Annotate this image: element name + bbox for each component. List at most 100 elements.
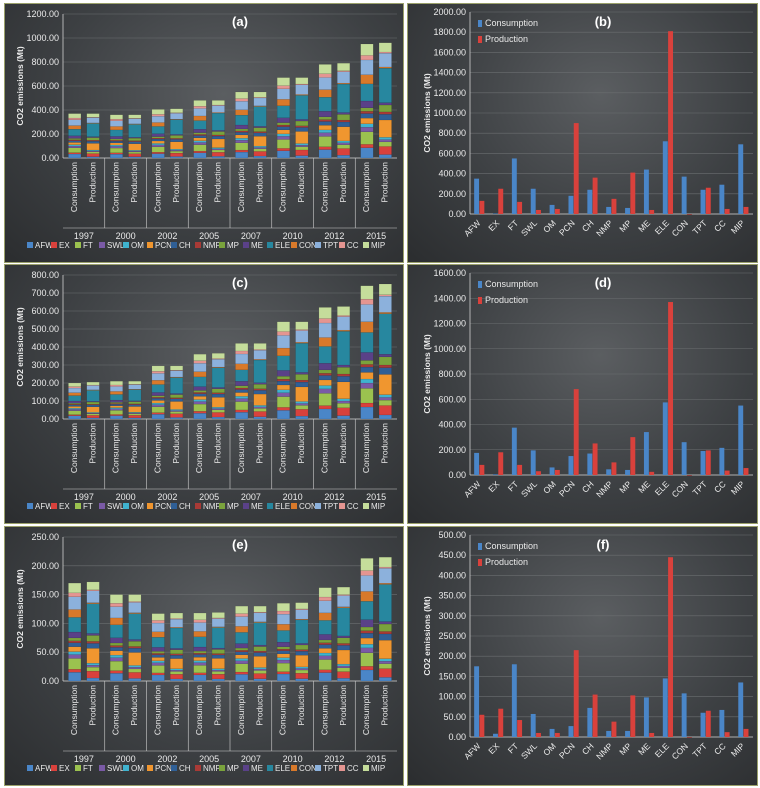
bar-segment-con [360, 591, 374, 602]
bar-segment-mip [170, 365, 183, 371]
year-label: 2015 [366, 492, 386, 502]
bar-segment-om [211, 147, 225, 149]
bar-segment-ex [360, 666, 374, 671]
bar-segment-me [193, 129, 207, 133]
bar-segment-mp [318, 639, 332, 643]
bar-segment-afw [360, 669, 374, 682]
legend-swatch-cc [339, 765, 345, 771]
bar-label: Production [87, 162, 97, 203]
bar-consumption [587, 707, 593, 737]
bar-segment-ele [318, 620, 332, 635]
y-tick-label: 250.00 [31, 532, 59, 542]
bar-segment-om [110, 144, 123, 147]
bar-label: Consumption [111, 685, 121, 735]
bar-production [705, 187, 711, 214]
y-tick-label: 0.00 [448, 732, 466, 742]
bar-segment-ch [170, 139, 183, 142]
y-tick-label: 50.00 [36, 647, 59, 657]
bar-segment-ele [151, 637, 165, 648]
bar-segment-ft [235, 663, 249, 673]
legend-swatch-mp [219, 765, 225, 771]
year-label: 2002 [157, 754, 177, 764]
bar-segment-swl [337, 665, 350, 669]
bar-segment-tpt [253, 350, 267, 360]
bar-segment-afw [360, 406, 374, 420]
bar-segment-tpt [193, 363, 207, 372]
bar-segment-cc [151, 620, 165, 624]
bar-segment-pcn [295, 386, 309, 402]
y-tick-label: 1400.00 [433, 68, 466, 78]
bar-segment-mip [337, 586, 350, 595]
legend-swatch-ch [171, 242, 177, 248]
bar-consumption [643, 169, 649, 214]
bar-segment-tpt [378, 295, 392, 313]
bar-segment-ft [235, 142, 249, 151]
bar-production [630, 695, 636, 737]
bar-segment-me [86, 136, 100, 138]
year-label: 2012 [324, 492, 344, 502]
chart-d-svg: 0.00 200.00 400.00 600.00 800.00 1000.00 1200.… [422, 268, 753, 499]
bar-segment-me [360, 352, 374, 361]
bar-production [517, 464, 523, 475]
bar-segment-swl [128, 667, 142, 670]
y-tick-label: 800.00 [31, 270, 59, 280]
x-tick-label: NMP [594, 218, 615, 239]
bar-segment-tpt [318, 77, 332, 90]
legend-label-con: CON [299, 241, 317, 250]
bar-segment-ex [378, 668, 392, 678]
bar-segment-om [68, 408, 82, 410]
bar-production [573, 123, 579, 214]
legend-label-pcn: PCN [155, 764, 172, 773]
bar-segment-afw [235, 151, 249, 159]
bar-label: Consumption [69, 162, 79, 212]
bar-segment-ex [295, 149, 309, 156]
chart-b-svg: 0.00 200.00 400.00 600.00 800.00 1000.00 1200.… [422, 7, 753, 239]
bar-segment-ch [128, 648, 142, 653]
y-tick-label: 400.00 [438, 169, 466, 179]
bar-segment-ex [337, 671, 350, 679]
legend-label-swl: SWL [107, 241, 125, 250]
x-tick-label: NMP [594, 741, 615, 762]
bar-segment-afw [360, 147, 374, 159]
bar-segment-cc [110, 118, 123, 121]
legend-label-swl: SWL [107, 502, 125, 511]
bar-segment-mp [378, 104, 392, 113]
bar-segment-mp [128, 137, 142, 141]
bar-segment-me [253, 126, 267, 128]
bar-segment-om [235, 138, 249, 141]
legend-label-ex: EX [59, 764, 70, 773]
bar-segment-mp [277, 376, 290, 380]
bar-segment-ex [128, 415, 142, 419]
bar-segment-mp [253, 646, 267, 652]
legend-label-ft: FT [83, 241, 93, 250]
bar-segment-ch [235, 132, 249, 136]
bar-segment-ft [211, 409, 225, 413]
bar-segment-ft [253, 408, 267, 412]
x-tick-label: TPT [690, 479, 708, 497]
bar-segment-con [360, 74, 374, 85]
bar-segment-ex [193, 150, 207, 153]
bar-segment-tpt [68, 387, 82, 393]
bar-segment-con [151, 631, 165, 638]
x-tick-label: EX [486, 218, 501, 233]
bar-segment-mp [151, 651, 165, 654]
bar-consumption [511, 664, 517, 737]
year-label: 2000 [116, 754, 136, 764]
bar-segment-nmp [211, 134, 225, 137]
bar-segment-cc [378, 51, 392, 54]
bar-segment-mp [193, 650, 207, 654]
bar-segment-ex [68, 414, 82, 416]
legend-swatch-ex [51, 242, 57, 248]
bar-segment-ch [378, 114, 392, 121]
bar-segment-om [378, 658, 392, 662]
legend-swatch-ft [75, 242, 81, 248]
bar-consumption [568, 456, 574, 475]
legend-swatch-consumption [478, 20, 482, 27]
bar-production [479, 200, 485, 214]
chart-title: (b) [595, 14, 612, 29]
bar-production [611, 721, 617, 737]
bar-segment-con [68, 125, 82, 130]
bar-segment-cc [378, 294, 392, 297]
bar-segment-ch [211, 654, 225, 659]
y-tick-label: 350.00 [438, 591, 466, 601]
